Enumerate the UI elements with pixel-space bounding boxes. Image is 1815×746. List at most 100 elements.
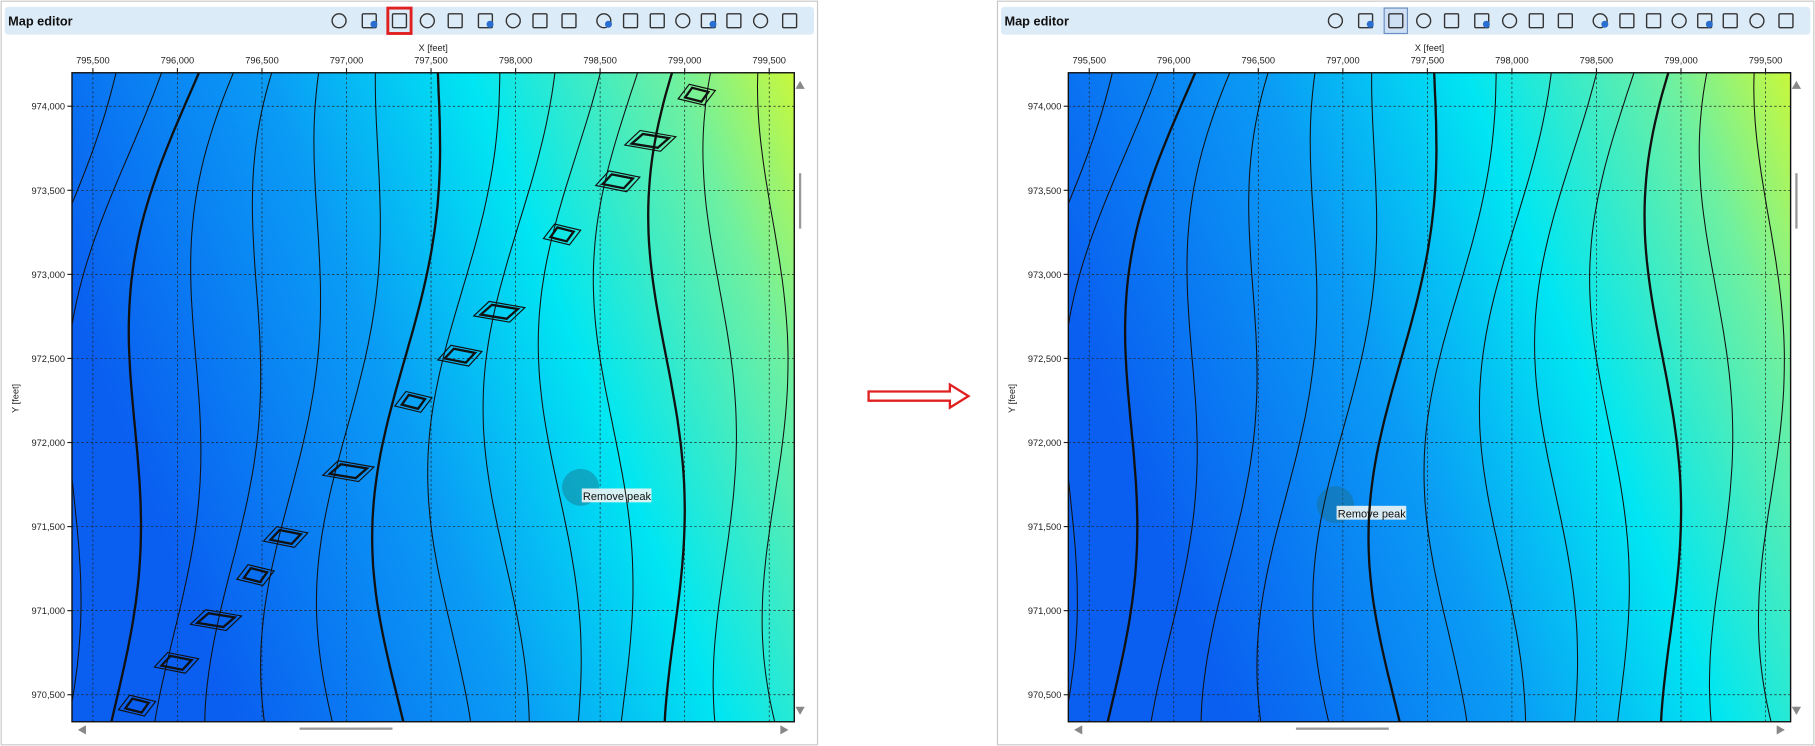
toolbar-button[interactable]	[752, 13, 769, 29]
contour-line	[1753, 72, 1785, 722]
x-tick-label: 798,000	[1495, 56, 1529, 66]
scroll-thumb-v[interactable]	[1795, 173, 1798, 229]
scroll-down[interactable]	[1791, 706, 1802, 715]
map-editor-panel: Map editor 795,500 796,000 796,500 797,000 79…	[0, 0, 819, 746]
peak-contour	[262, 525, 309, 549]
toolbar-button[interactable]	[505, 13, 521, 29]
toolbar-button[interactable]	[700, 13, 717, 29]
toolbar-button[interactable]	[1501, 13, 1518, 29]
toolbar-button[interactable]	[1671, 13, 1687, 29]
peak-contour	[683, 86, 711, 103]
scroll-left[interactable]	[77, 725, 86, 735]
tooltip-box	[1336, 505, 1407, 520]
icon	[1749, 13, 1765, 29]
x-tick-label: 797,000	[1326, 56, 1360, 66]
y-tick-label: 974,000	[1028, 102, 1062, 112]
map-surface	[71, 72, 795, 722]
peak-contour	[327, 463, 370, 480]
toolbar-button[interactable]	[675, 13, 691, 29]
scroll-left[interactable]	[1074, 725, 1083, 735]
toolbar-button[interactable]	[1749, 13, 1765, 29]
toolbar-button[interactable]	[561, 13, 577, 29]
toolbar-button[interactable]	[596, 13, 612, 29]
plot-border	[71, 72, 795, 723]
toolbar-button[interactable]	[726, 13, 742, 29]
icon	[1619, 13, 1635, 29]
contour-line	[1068, 72, 1113, 205]
scroll-right[interactable]	[1776, 725, 1785, 735]
toolbar-button[interactable]	[1357, 13, 1374, 29]
contour-line	[1312, 72, 1378, 722]
icon	[419, 13, 435, 29]
toolbar-button[interactable]	[1443, 13, 1460, 29]
toolbar-button[interactable]	[1645, 13, 1662, 29]
plot-border	[1067, 72, 1792, 723]
toolbar-button[interactable]	[1592, 13, 1609, 29]
icon	[1501, 13, 1518, 29]
contour-line	[1200, 72, 1269, 722]
icon	[1592, 13, 1608, 29]
peak-contour	[268, 528, 304, 546]
y-tick-label: 973,500	[31, 186, 65, 196]
toolbar-button[interactable]	[532, 13, 548, 29]
contour-line	[371, 72, 442, 722]
peak-contour	[189, 609, 243, 632]
contour-line	[1423, 72, 1497, 722]
toolbar-button[interactable]	[1474, 13, 1490, 29]
toolbar-button[interactable]	[622, 13, 639, 29]
toolbar-button[interactable]	[386, 6, 413, 35]
toolbar-button[interactable]	[477, 13, 494, 29]
scroll-thumb-h[interactable]	[1295, 727, 1389, 730]
peak-contour	[478, 303, 521, 320]
toolbar-button[interactable]	[1416, 13, 1432, 29]
scroll-up[interactable]	[1791, 80, 1802, 89]
toolbar-button[interactable]	[781, 13, 798, 29]
y-tick-label: 973,500	[1028, 186, 1062, 196]
scroll-right[interactable]	[780, 725, 789, 735]
tooltip: Remove peak	[1338, 508, 1407, 520]
panel-title: Map editor	[1004, 13, 1069, 28]
toolbar-button[interactable]	[447, 13, 463, 29]
y-tick-label: 973,000	[1028, 270, 1062, 280]
active-button	[386, 6, 413, 35]
x-tick-label: 796,500	[1242, 56, 1276, 66]
x-tick-label: 796,500	[245, 56, 279, 66]
y-tick-label: 970,500	[31, 690, 65, 700]
contour-line	[427, 72, 501, 722]
toolbar-button[interactable]	[419, 13, 435, 29]
x-tick-label: 797,500	[414, 56, 448, 66]
toolbar-button[interactable]	[1619, 13, 1635, 29]
toolbar-button[interactable]	[1557, 13, 1573, 29]
toolbar-button[interactable]	[1528, 13, 1544, 29]
contour-line	[537, 72, 601, 722]
icon	[1671, 13, 1687, 29]
scroll-up[interactable]	[795, 80, 805, 89]
scroll-thumb-h[interactable]	[299, 727, 393, 730]
toolbar-button[interactable]	[1327, 13, 1344, 29]
icon	[1778, 13, 1794, 29]
contour-line	[71, 72, 163, 705]
peak-contour	[436, 344, 484, 367]
y-tick-label: 971,000	[1028, 606, 1062, 616]
toolbar-button[interactable]	[361, 13, 378, 29]
toolbar-button[interactable]	[1697, 13, 1713, 29]
x-axis-label: X [feet]	[418, 43, 447, 53]
tooltip: Remove peak	[583, 491, 652, 503]
toolbar-button[interactable]	[1383, 7, 1408, 35]
y-axis-label: Y [feet]	[11, 384, 21, 413]
y-tick-label: 972,000	[1028, 438, 1062, 448]
toolbar-button[interactable]	[1778, 13, 1794, 29]
scroll-down[interactable]	[795, 706, 805, 715]
toolbar-button[interactable]	[1722, 13, 1738, 29]
contour-line	[1367, 72, 1438, 722]
icon	[622, 13, 639, 29]
toolbar-button[interactable]	[649, 13, 665, 29]
icon	[1443, 13, 1460, 29]
icon	[1416, 13, 1432, 29]
icon	[1722, 13, 1738, 29]
contour-line	[482, 72, 556, 722]
peak-contour	[393, 390, 433, 413]
toolbar-button[interactable]	[331, 13, 347, 29]
scroll-thumb-v[interactable]	[798, 173, 802, 229]
